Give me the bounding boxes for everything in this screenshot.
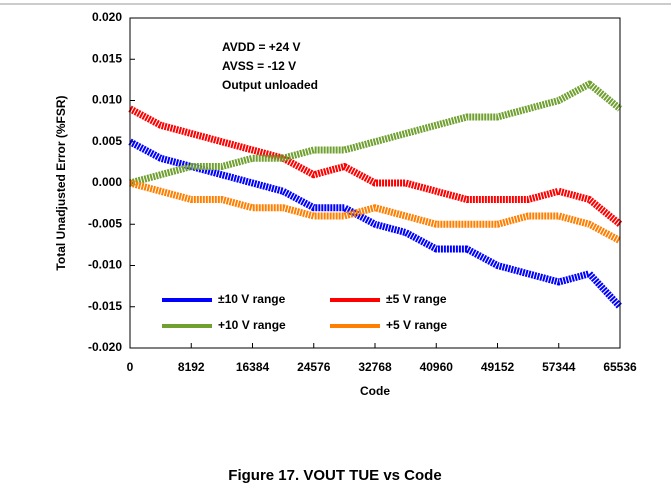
y-tick-label: 0.010 — [92, 93, 122, 107]
x-tick-label: 32768 — [358, 360, 392, 374]
legend-label: ±10 V range — [218, 292, 286, 306]
x-tick-label: 24576 — [297, 360, 331, 374]
x-tick-label: 8192 — [178, 360, 205, 374]
series-line — [128, 105, 623, 227]
y-tick-label: -0.020 — [88, 340, 122, 354]
annotation: AVSS = -12 V — [222, 59, 296, 73]
plot-frame — [129, 17, 621, 349]
legend-label: ±5 V range — [386, 292, 447, 306]
y-tick-label: 0.005 — [92, 134, 122, 148]
y-tick-label: 0.000 — [92, 175, 122, 189]
y-tick-label: -0.005 — [88, 216, 122, 230]
x-tick-label: 0 — [127, 360, 134, 374]
x-tick-label: 49152 — [481, 360, 515, 374]
y-tick-label: 0.015 — [92, 51, 122, 65]
annotation: AVDD = +24 V — [222, 40, 300, 54]
legend-label: +5 V range — [386, 318, 447, 332]
y-axis-label: Total Unadjusted Error (%FSR) — [54, 95, 68, 270]
series-line — [128, 138, 623, 310]
legend-box — [150, 284, 480, 340]
x-tick-label: 65536 — [603, 360, 637, 374]
x-axis-label: Code — [360, 384, 390, 398]
y-tick-label: 0.020 — [92, 10, 122, 24]
figure-caption: Figure 17. VOUT TUE vs Code — [228, 467, 441, 484]
series-line — [129, 179, 622, 244]
series-line — [129, 80, 623, 187]
annotation: Output unloaded — [222, 78, 318, 92]
x-tick-label: 16384 — [236, 360, 270, 374]
y-tick-label: -0.015 — [88, 299, 122, 313]
y-tick-label: -0.010 — [88, 258, 122, 272]
x-tick-label: 40960 — [420, 360, 454, 374]
legend-label: +10 V range — [218, 318, 286, 332]
x-tick-label: 57344 — [542, 360, 576, 374]
